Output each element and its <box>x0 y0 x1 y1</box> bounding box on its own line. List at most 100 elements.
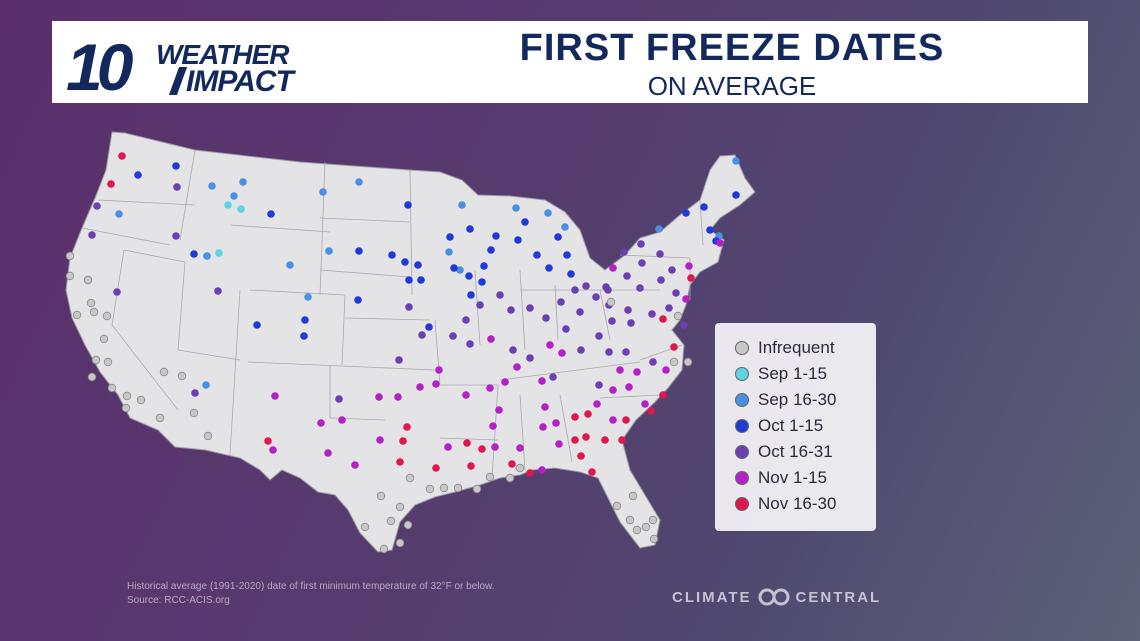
station-dot <box>425 484 435 494</box>
station-dot <box>480 262 488 270</box>
station-dot <box>418 331 426 339</box>
station-dot <box>214 287 222 295</box>
station-dot <box>706 226 714 234</box>
station-dot <box>432 380 440 388</box>
legend-swatch <box>735 471 749 485</box>
station-dot <box>394 393 402 401</box>
station-dot <box>604 286 612 294</box>
station-logo: 10 WEATHER IMPACT <box>66 30 346 104</box>
station-dot <box>354 296 362 304</box>
station-dot <box>445 248 453 256</box>
legend-item-oct-16-31: Oct 16-31 <box>735 439 833 465</box>
station-dot <box>592 293 600 301</box>
station-dot <box>554 233 562 241</box>
station-dot <box>539 423 547 431</box>
station-dot <box>649 358 657 366</box>
station-dot <box>505 473 515 483</box>
station-dot <box>335 395 343 403</box>
station-dot <box>396 458 404 466</box>
station-dot <box>538 466 546 474</box>
station-dot <box>495 406 503 414</box>
legend-item-sep-16-30: Sep 16-30 <box>735 387 836 413</box>
station-dot <box>608 317 616 325</box>
station-dot <box>121 403 131 413</box>
footnote-description: Historical average (1991-2020) date of f… <box>127 581 495 592</box>
station-dot <box>542 314 550 322</box>
station-dot <box>190 250 198 258</box>
station-dot <box>558 349 566 357</box>
station-dot <box>65 271 75 281</box>
station-dot <box>624 306 632 314</box>
station-dot <box>659 391 667 399</box>
station-dot <box>561 223 569 231</box>
legend-swatch <box>735 393 749 407</box>
station-dot <box>403 520 413 530</box>
station-dot <box>577 452 585 460</box>
station-dot <box>237 205 245 213</box>
station-dot <box>467 462 475 470</box>
station-dot <box>405 473 415 483</box>
legend-swatch <box>735 445 749 459</box>
station-dot <box>88 231 96 239</box>
station-dot <box>546 341 554 349</box>
station-dot <box>301 316 309 324</box>
station-dot <box>492 232 500 240</box>
station-dot <box>641 400 649 408</box>
station-dot <box>83 275 93 285</box>
station-dot <box>638 259 646 267</box>
station-dot <box>526 304 534 312</box>
station-dot <box>351 461 359 469</box>
station-dot <box>399 437 407 445</box>
station-dot <box>716 239 724 247</box>
station-dot <box>538 377 546 385</box>
station-dot <box>685 262 693 270</box>
station-dot <box>662 366 670 374</box>
station-dot <box>446 233 454 241</box>
station-dot <box>632 525 642 535</box>
station-dot <box>107 180 115 188</box>
station-dot <box>659 315 667 323</box>
station-dot <box>584 410 592 418</box>
station-dot <box>102 311 112 321</box>
station-dot <box>609 386 617 394</box>
station-dot <box>466 340 474 348</box>
station-dot <box>732 191 740 199</box>
station-dot <box>496 291 504 299</box>
station-dot <box>65 251 75 261</box>
station-dot <box>355 178 363 186</box>
station-dot <box>476 301 484 309</box>
station-dot <box>72 310 82 320</box>
credit-right: CENTRAL <box>795 588 882 606</box>
station-dot <box>700 203 708 211</box>
station-dot <box>489 422 497 430</box>
station-dot <box>533 251 541 259</box>
station-dot <box>507 306 515 314</box>
station-dot <box>557 298 565 306</box>
station-dot <box>682 209 690 217</box>
station-dot <box>549 373 557 381</box>
station-dot <box>177 371 187 381</box>
station-dot <box>622 416 630 424</box>
station-dot <box>456 266 464 274</box>
state-borders <box>81 149 704 479</box>
station-dot <box>567 270 575 278</box>
station-dot <box>670 343 678 351</box>
station-dot <box>601 436 609 444</box>
station-dot <box>478 445 486 453</box>
station-dot <box>224 201 232 209</box>
station-dot <box>669 357 679 367</box>
station-dot <box>91 355 101 365</box>
station-dot <box>487 335 495 343</box>
station-dot <box>636 284 644 292</box>
station-dot <box>395 356 403 364</box>
station-dot <box>324 449 332 457</box>
station-dot <box>239 178 247 186</box>
station-dot <box>264 437 272 445</box>
station-dot <box>593 400 601 408</box>
station-dot <box>444 443 452 451</box>
station-dot <box>627 319 635 327</box>
station-dot <box>253 321 261 329</box>
station-dot <box>478 278 486 286</box>
station-dot <box>208 182 216 190</box>
station-dot <box>657 276 665 284</box>
